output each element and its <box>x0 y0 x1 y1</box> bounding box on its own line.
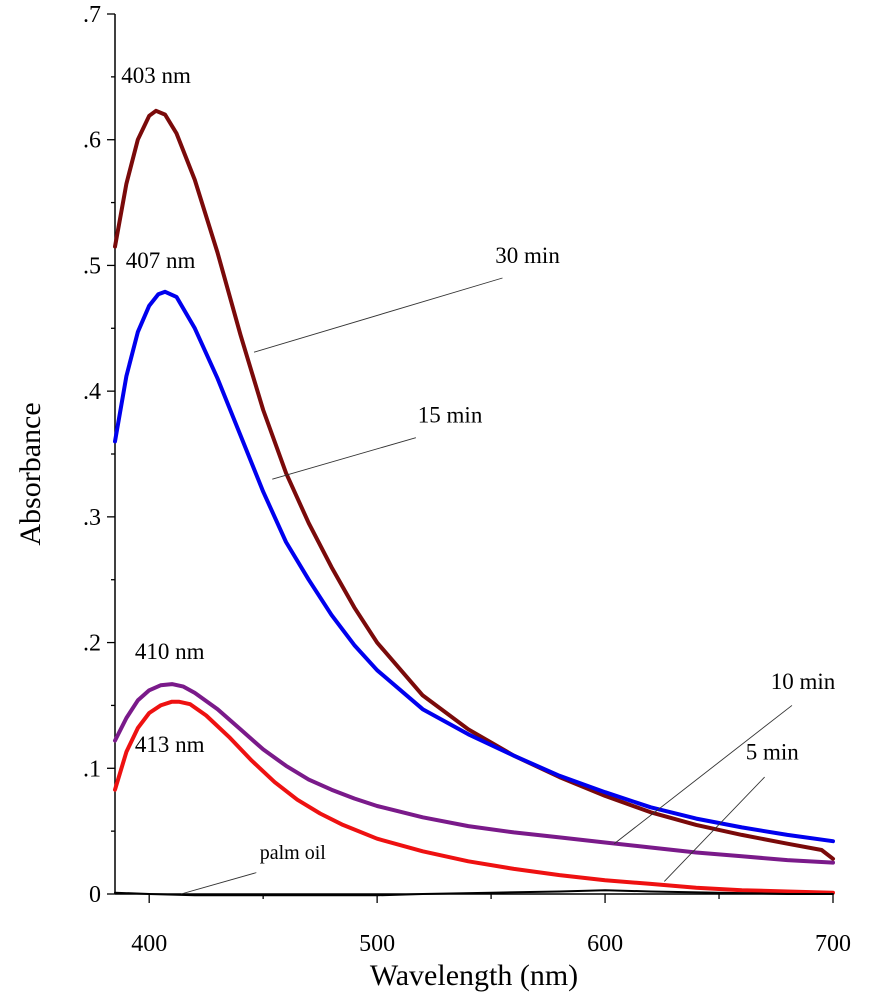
x-axis-title: Wavelength (nm) <box>370 959 578 992</box>
x-tick-label: 400 <box>131 931 167 957</box>
annotation-403-nm: 403 nm <box>121 63 191 88</box>
annotation-413-nm: 413 nm <box>135 732 205 757</box>
annotation-5-min: 5 min <box>746 739 800 764</box>
y-tick-label: .7 <box>83 2 101 28</box>
y-tick-label: 0 <box>89 882 101 908</box>
series-line-15-min <box>113 289 835 844</box>
annotation-10-min: 10 min <box>771 669 836 694</box>
annotation-410-nm: 410 nm <box>135 639 205 664</box>
y-tick-label: .6 <box>83 128 101 154</box>
annotations: 403 nm 407 nm 410 nm 413 nm 30 min 15 min 10 m… <box>121 63 836 895</box>
annotation-407-nm: 407 nm <box>126 248 196 273</box>
y-tick-label: .4 <box>83 379 101 405</box>
x-tick-label: 500 <box>359 931 395 957</box>
series-line-10-min <box>113 682 835 865</box>
y-tick-label: .3 <box>83 505 101 531</box>
y-tick-label: .5 <box>83 253 101 279</box>
series-line-30-min <box>113 108 835 861</box>
series-line-5-min <box>113 699 835 895</box>
leader-line-15-min <box>272 437 417 480</box>
y-tick-label: .2 <box>83 631 101 657</box>
y-tick-label: .1 <box>83 756 101 782</box>
x-tick-label: 600 <box>587 931 623 957</box>
series <box>113 108 835 897</box>
leader-line-10-min <box>613 705 793 845</box>
annotation-palm-oil: palm oil <box>260 842 327 864</box>
series-line-palm-oil <box>114 889 834 897</box>
axes <box>114 14 833 895</box>
leader-line-5-min <box>664 776 765 882</box>
x-tick-label: 700 <box>815 931 851 957</box>
annotation-15-min: 15 min <box>418 403 483 428</box>
leader-line-30-min <box>253 277 503 353</box>
ticks: 0 .1 .2 .3 .4 .5 .6 .7 400 500 600 700 <box>83 2 851 957</box>
annotation-30-min: 30 min <box>495 243 560 268</box>
leader-line-palm-oil <box>180 872 257 895</box>
y-axis-title: Absorbance <box>14 402 47 545</box>
